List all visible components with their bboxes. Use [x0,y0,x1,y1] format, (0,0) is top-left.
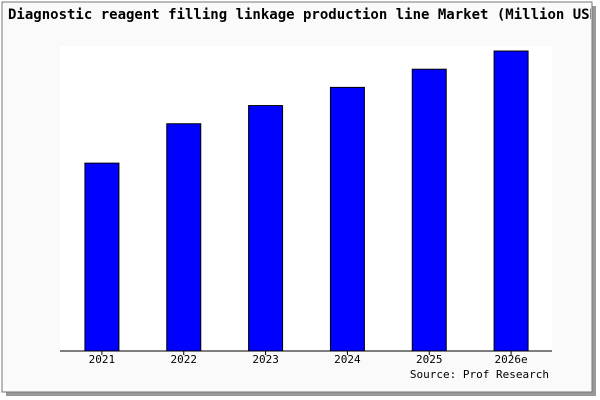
chart-title: Diagnostic reagent filling linkage produ… [8,7,600,23]
bar [411,68,447,352]
bar [84,162,120,352]
x-tick-label: 2021 [89,353,116,366]
source: Source: Prof Research [410,368,549,381]
x-tick-label: 2023 [252,353,279,366]
x-tick-label: 2026e [495,353,528,366]
plot-area [60,46,552,351]
x-tick-label: 2025 [416,353,443,366]
bar [248,105,284,352]
x-tick-label: 2024 [334,353,361,366]
bar [493,50,529,352]
x-tick-label: 2022 [171,353,198,366]
bar [166,123,202,352]
bar [329,86,365,352]
